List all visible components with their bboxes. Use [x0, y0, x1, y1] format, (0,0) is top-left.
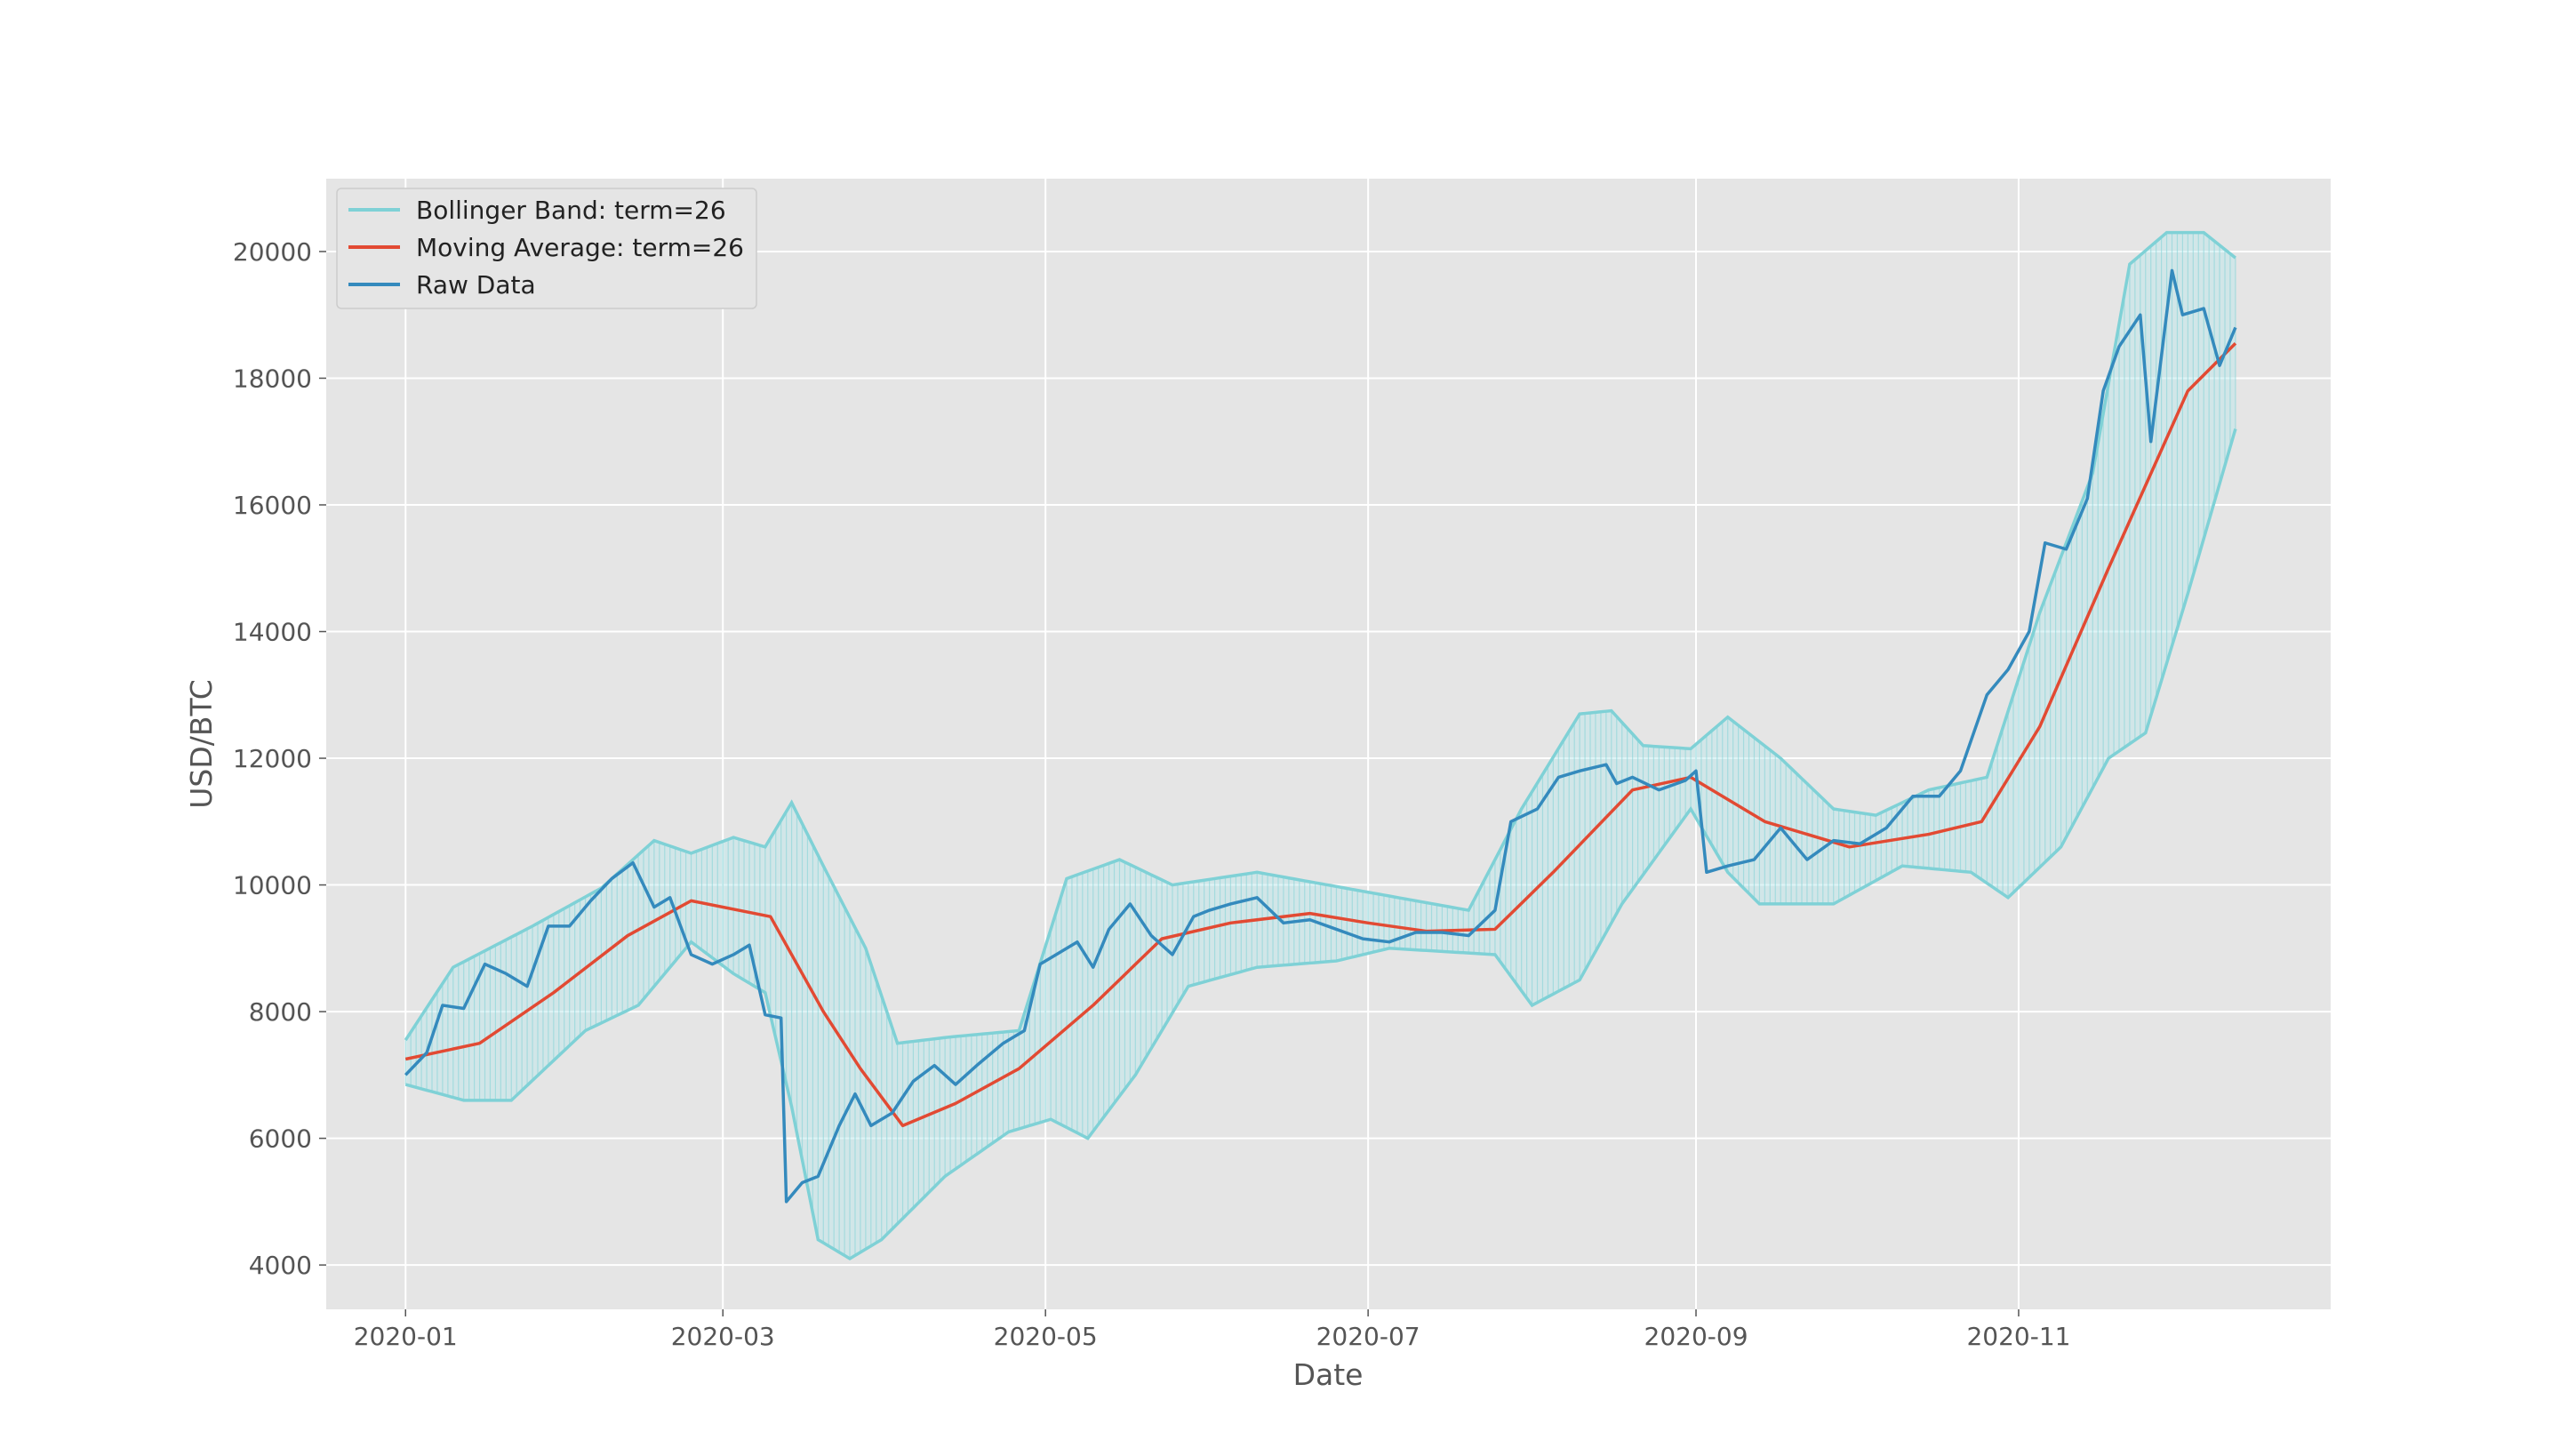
raw-data-line: [404, 268, 2237, 1204]
moving-average-line: [404, 342, 2237, 1128]
y-tick-label: 14000: [233, 618, 312, 647]
x-tick-label: 2020-05: [994, 1322, 1098, 1351]
y-tick-label: 20000: [233, 237, 312, 267]
y-tick-label: 16000: [233, 491, 312, 520]
x-tick-label: 2020-09: [1644, 1322, 1748, 1351]
y-axis-label: USD/BTC: [184, 679, 219, 809]
y-axis-ticks: 4000 6000 8000 10000 12000 14000 16000 18000 200…: [233, 237, 326, 1280]
legend-label-moving-average: Moving Average: term=26: [416, 233, 744, 262]
y-tick-label: 8000: [249, 997, 312, 1027]
y-tick-label: 6000: [249, 1124, 312, 1154]
y-tick-label: 10000: [233, 871, 312, 900]
band-fill: [405, 232, 2236, 1259]
legend-label-band: Bollinger Band: term=26: [416, 196, 726, 225]
band-lower-line: [404, 428, 2237, 1261]
y-tick-label: 18000: [233, 364, 312, 393]
legend-box: [336, 188, 757, 309]
x-tick-label: 2020-03: [671, 1322, 775, 1351]
legend: Bollinger Band: term=26 Moving Average: …: [336, 188, 757, 309]
legend-label-raw: Raw Data: [416, 270, 536, 300]
y-tick-label: 12000: [233, 744, 312, 773]
x-axis-label: Date: [1293, 1357, 1364, 1392]
x-tick-label: 2020-11: [1966, 1322, 2070, 1351]
y-tick-label: 4000: [249, 1251, 312, 1280]
x-tick-label: 2020-01: [354, 1322, 458, 1351]
band-upper-line: [404, 230, 2236, 1045]
x-axis-ticks: 2020-01 2020-03 2020-05 2020-07 2020-09 2020-…: [354, 1309, 2070, 1351]
series-lines: [404, 268, 2237, 1204]
x-tick-label: 2020-07: [1316, 1322, 1420, 1351]
bollinger-band: [404, 230, 2237, 1261]
